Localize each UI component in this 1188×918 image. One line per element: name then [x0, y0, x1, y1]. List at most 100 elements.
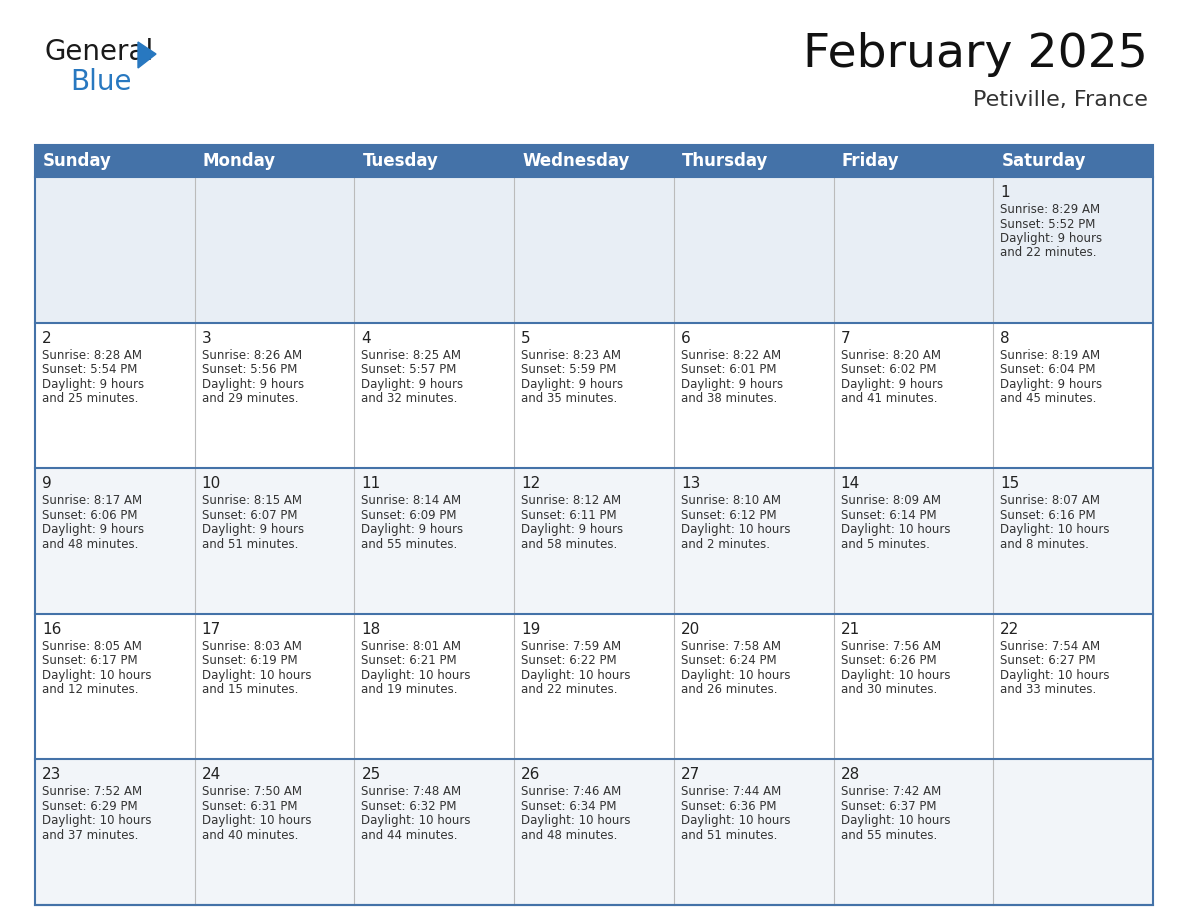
- Text: 18: 18: [361, 621, 380, 637]
- Text: Sunrise: 7:50 AM: Sunrise: 7:50 AM: [202, 786, 302, 799]
- Text: Sunrise: 7:42 AM: Sunrise: 7:42 AM: [841, 786, 941, 799]
- Text: Petiville, France: Petiville, France: [973, 90, 1148, 110]
- Text: and 48 minutes.: and 48 minutes.: [522, 829, 618, 842]
- Text: and 55 minutes.: and 55 minutes.: [361, 538, 457, 551]
- Text: Daylight: 9 hours: Daylight: 9 hours: [1000, 377, 1102, 390]
- Text: Daylight: 10 hours: Daylight: 10 hours: [361, 669, 470, 682]
- Text: and 19 minutes.: and 19 minutes.: [361, 683, 457, 696]
- Text: Daylight: 10 hours: Daylight: 10 hours: [1000, 523, 1110, 536]
- Text: and 41 minutes.: and 41 minutes.: [841, 392, 937, 405]
- Bar: [34, 177, 1154, 322]
- Bar: [34, 145, 1154, 905]
- Text: Sunset: 5:52 PM: Sunset: 5:52 PM: [1000, 218, 1095, 230]
- Text: Sunset: 6:24 PM: Sunset: 6:24 PM: [681, 655, 777, 667]
- Text: Sunset: 6:16 PM: Sunset: 6:16 PM: [1000, 509, 1095, 521]
- Text: Sunset: 6:19 PM: Sunset: 6:19 PM: [202, 655, 297, 667]
- Text: 3: 3: [202, 330, 211, 345]
- Text: Sunset: 5:57 PM: Sunset: 5:57 PM: [361, 364, 457, 376]
- Text: Sunset: 5:59 PM: Sunset: 5:59 PM: [522, 364, 617, 376]
- Polygon shape: [138, 42, 156, 68]
- Text: Sunset: 6:31 PM: Sunset: 6:31 PM: [202, 800, 297, 813]
- Text: Sunrise: 7:59 AM: Sunrise: 7:59 AM: [522, 640, 621, 653]
- Text: and 51 minutes.: and 51 minutes.: [681, 829, 777, 842]
- Bar: [34, 614, 1154, 759]
- Text: Daylight: 10 hours: Daylight: 10 hours: [1000, 669, 1110, 682]
- Text: Blue: Blue: [70, 68, 132, 96]
- Text: 27: 27: [681, 767, 700, 782]
- Text: Sunset: 6:36 PM: Sunset: 6:36 PM: [681, 800, 776, 813]
- Text: Daylight: 9 hours: Daylight: 9 hours: [1000, 232, 1102, 245]
- Text: Sunset: 6:27 PM: Sunset: 6:27 PM: [1000, 655, 1095, 667]
- Text: 4: 4: [361, 330, 371, 345]
- Text: Sunrise: 7:56 AM: Sunrise: 7:56 AM: [841, 640, 941, 653]
- Text: and 33 minutes.: and 33 minutes.: [1000, 683, 1097, 696]
- Text: Sunrise: 7:52 AM: Sunrise: 7:52 AM: [42, 786, 143, 799]
- Text: Sunrise: 7:46 AM: Sunrise: 7:46 AM: [522, 786, 621, 799]
- Text: and 38 minutes.: and 38 minutes.: [681, 392, 777, 405]
- Text: 10: 10: [202, 476, 221, 491]
- Text: Sunrise: 8:20 AM: Sunrise: 8:20 AM: [841, 349, 941, 362]
- Text: Thursday: Thursday: [682, 152, 769, 170]
- Text: and 32 minutes.: and 32 minutes.: [361, 392, 457, 405]
- Text: Sunset: 6:09 PM: Sunset: 6:09 PM: [361, 509, 457, 521]
- Text: and 45 minutes.: and 45 minutes.: [1000, 392, 1097, 405]
- Text: Sunset: 6:32 PM: Sunset: 6:32 PM: [361, 800, 457, 813]
- Text: 14: 14: [841, 476, 860, 491]
- Text: and 22 minutes.: and 22 minutes.: [522, 683, 618, 696]
- Text: Sunset: 6:37 PM: Sunset: 6:37 PM: [841, 800, 936, 813]
- Text: Sunset: 5:54 PM: Sunset: 5:54 PM: [42, 364, 138, 376]
- Text: Sunrise: 8:12 AM: Sunrise: 8:12 AM: [522, 494, 621, 508]
- Text: and 30 minutes.: and 30 minutes.: [841, 683, 937, 696]
- Text: Sunset: 6:12 PM: Sunset: 6:12 PM: [681, 509, 777, 521]
- Text: Sunrise: 8:15 AM: Sunrise: 8:15 AM: [202, 494, 302, 508]
- Text: 23: 23: [42, 767, 62, 782]
- Text: Daylight: 10 hours: Daylight: 10 hours: [42, 814, 152, 827]
- Text: 24: 24: [202, 767, 221, 782]
- Text: 15: 15: [1000, 476, 1019, 491]
- Text: Daylight: 9 hours: Daylight: 9 hours: [361, 377, 463, 390]
- Text: and 44 minutes.: and 44 minutes.: [361, 829, 457, 842]
- Text: and 8 minutes.: and 8 minutes.: [1000, 538, 1089, 551]
- Text: Sunrise: 8:03 AM: Sunrise: 8:03 AM: [202, 640, 302, 653]
- Text: and 5 minutes.: and 5 minutes.: [841, 538, 929, 551]
- Text: 5: 5: [522, 330, 531, 345]
- Text: and 48 minutes.: and 48 minutes.: [42, 538, 138, 551]
- Text: 13: 13: [681, 476, 700, 491]
- Text: and 37 minutes.: and 37 minutes.: [42, 829, 138, 842]
- Text: and 25 minutes.: and 25 minutes.: [42, 392, 138, 405]
- Text: 28: 28: [841, 767, 860, 782]
- Text: 7: 7: [841, 330, 851, 345]
- Text: Sunrise: 8:10 AM: Sunrise: 8:10 AM: [681, 494, 781, 508]
- Text: 21: 21: [841, 621, 860, 637]
- Text: Sunset: 6:04 PM: Sunset: 6:04 PM: [1000, 364, 1095, 376]
- Text: Sunrise: 8:14 AM: Sunrise: 8:14 AM: [361, 494, 462, 508]
- Text: Sunset: 6:21 PM: Sunset: 6:21 PM: [361, 655, 457, 667]
- Text: and 58 minutes.: and 58 minutes.: [522, 538, 618, 551]
- Text: 25: 25: [361, 767, 380, 782]
- Text: Tuesday: Tuesday: [362, 152, 438, 170]
- Text: 11: 11: [361, 476, 380, 491]
- Text: and 40 minutes.: and 40 minutes.: [202, 829, 298, 842]
- Text: Wednesday: Wednesday: [523, 152, 630, 170]
- Text: Daylight: 9 hours: Daylight: 9 hours: [522, 377, 624, 390]
- Text: and 26 minutes.: and 26 minutes.: [681, 683, 777, 696]
- Text: Daylight: 10 hours: Daylight: 10 hours: [841, 523, 950, 536]
- Text: Daylight: 10 hours: Daylight: 10 hours: [202, 669, 311, 682]
- Text: Sunset: 5:56 PM: Sunset: 5:56 PM: [202, 364, 297, 376]
- Text: Sunrise: 8:29 AM: Sunrise: 8:29 AM: [1000, 203, 1100, 216]
- Bar: [34, 322, 1154, 468]
- Text: Sunrise: 8:19 AM: Sunrise: 8:19 AM: [1000, 349, 1100, 362]
- Text: Sunday: Sunday: [43, 152, 112, 170]
- Text: Daylight: 10 hours: Daylight: 10 hours: [42, 669, 152, 682]
- Text: Daylight: 10 hours: Daylight: 10 hours: [522, 669, 631, 682]
- Text: 19: 19: [522, 621, 541, 637]
- Text: Sunrise: 7:44 AM: Sunrise: 7:44 AM: [681, 786, 781, 799]
- Text: Daylight: 9 hours: Daylight: 9 hours: [681, 377, 783, 390]
- Text: Saturday: Saturday: [1001, 152, 1086, 170]
- Text: Daylight: 10 hours: Daylight: 10 hours: [681, 669, 790, 682]
- Text: 1: 1: [1000, 185, 1010, 200]
- Text: Sunrise: 8:01 AM: Sunrise: 8:01 AM: [361, 640, 461, 653]
- Text: Sunrise: 8:26 AM: Sunrise: 8:26 AM: [202, 349, 302, 362]
- Text: Sunset: 6:02 PM: Sunset: 6:02 PM: [841, 364, 936, 376]
- Text: Sunrise: 8:25 AM: Sunrise: 8:25 AM: [361, 349, 461, 362]
